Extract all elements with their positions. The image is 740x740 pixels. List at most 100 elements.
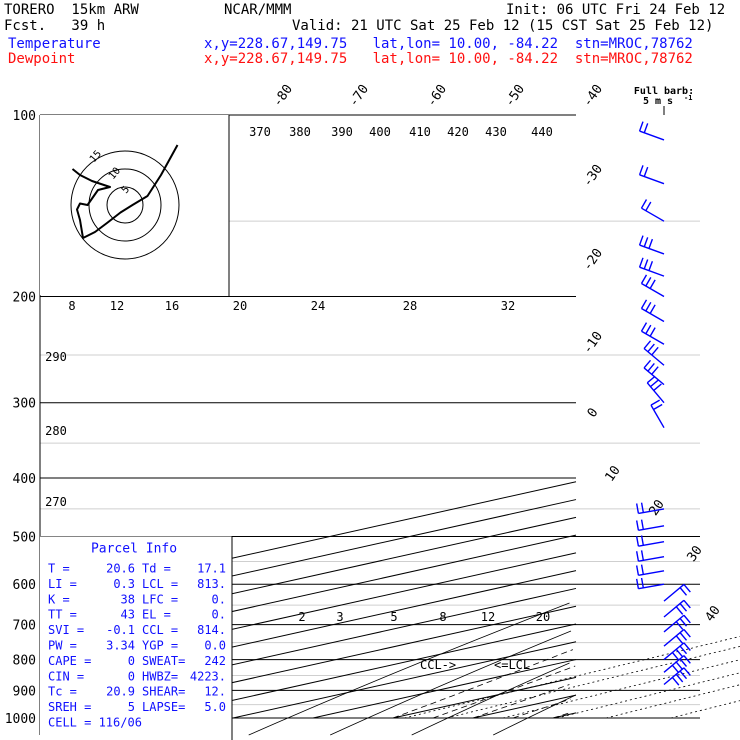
- hodograph-panel: [40, 115, 229, 295]
- theta-label: 270: [45, 495, 67, 509]
- isotherm-line: [232, 641, 577, 719]
- barb-key-exponent: -1: [684, 94, 692, 102]
- wind-barb: [640, 322, 665, 345]
- isotherm-tick-label: -40: [580, 82, 606, 110]
- isotherm-tick-label: 20: [646, 497, 667, 518]
- parcel-key-right: Td =: [142, 561, 171, 575]
- parcel-cell: CELL = 116/06: [48, 715, 142, 729]
- parcel-value-left: 20.6: [106, 561, 135, 575]
- parcel-key-left: K =: [48, 592, 70, 606]
- barb-key-units: 5 m s: [643, 96, 673, 107]
- pressure-tick-label: 300: [13, 397, 36, 412]
- parcel-value-right: 0.0: [204, 638, 226, 652]
- pressure-tick-label: 700: [13, 619, 36, 634]
- isotherm-tick-label: 40: [702, 603, 723, 624]
- moist-adiabat-line: [552, 712, 570, 719]
- model-title: TORERO 15km ARW: [4, 2, 139, 18]
- wind-barb: [663, 667, 691, 686]
- wind-barb: [663, 583, 691, 602]
- parcel-key-right: SHEAR=: [142, 685, 185, 699]
- parcel-key-left: CIN =: [48, 669, 84, 683]
- wind-barb: [635, 577, 665, 590]
- hodograph-speed-label: 24: [311, 299, 325, 313]
- hodograph-speed-label: 28: [403, 299, 417, 313]
- parcel-value-left: 3.34: [106, 638, 135, 652]
- isotherm-line: [392, 676, 577, 719]
- wind-barb: [638, 257, 665, 277]
- wind-barb: [646, 375, 665, 404]
- isotherm-tick-label: -60: [424, 82, 450, 110]
- hodograph-speed-label: 20: [233, 299, 247, 313]
- theta-label: 430: [485, 125, 507, 139]
- wind-barb: [663, 628, 691, 647]
- parcel-value-left: 5: [128, 700, 135, 714]
- parcel-value-right: 4223.: [190, 669, 226, 683]
- parcel-key-left: SREH =: [48, 700, 91, 714]
- parcel-value-right: 17.1: [197, 561, 226, 575]
- isotherm-tick-label: -30: [580, 162, 606, 190]
- isotherm-tick-label: -50: [502, 82, 528, 110]
- pressure-tick-label: 1000: [5, 712, 36, 727]
- parcel-value-right: 0.: [212, 592, 226, 606]
- isotherm-tick-label: -70: [346, 82, 372, 110]
- pressure-tick-label: 600: [13, 578, 36, 593]
- isotherm-tick-label: -20: [580, 246, 606, 274]
- mixing-ratio-label: 2: [298, 610, 305, 624]
- hodograph-ring: [88, 168, 162, 242]
- ccl-marker-label: CCL->: [420, 658, 456, 672]
- mixing-ratio-label: 5: [390, 610, 397, 624]
- hodograph-speed-label: 12: [110, 299, 124, 313]
- wind-barb: [635, 502, 665, 515]
- moist-adiabat-line: [512, 698, 571, 719]
- wind-barb: [635, 550, 665, 562]
- moist-adiabat-line: [392, 649, 574, 719]
- parcel-key-right: HWBZ=: [142, 669, 178, 683]
- mixing-ratio-line: [404, 636, 740, 719]
- moist-adiabat-line: [472, 684, 570, 719]
- parcel-value-right: 12.: [204, 685, 226, 699]
- theta-label: 290: [45, 350, 67, 364]
- temperature-legend: Temperature: [8, 36, 101, 52]
- parcel-key-left: TT =: [48, 608, 77, 622]
- isotherm-tick-label: 0: [585, 405, 602, 420]
- wind-barb: [638, 165, 665, 185]
- temperature-location: x,y=228.67,149.75 lat,lon= 10.00, -84.22…: [204, 36, 693, 52]
- mixing-ratio-line: [446, 645, 740, 719]
- mixing-ratio-line: [557, 672, 740, 719]
- parcel-key-right: CCL =: [142, 623, 178, 637]
- mixing-ratio-label: 20: [536, 610, 550, 624]
- parcel-key-right: LCL =: [142, 577, 178, 591]
- parcel-key-right: LAPSE=: [142, 700, 185, 714]
- parcel-value-left: -0.1: [106, 623, 135, 637]
- moist-adiabat-line: [432, 665, 576, 719]
- parcel-value-left: 38: [121, 592, 135, 606]
- parcel-value-left: 0.3: [113, 577, 135, 591]
- parcel-key-left: CAPE =: [48, 654, 91, 668]
- wind-barb: [663, 599, 691, 618]
- isotherm-tick-label: 10: [602, 463, 623, 484]
- parcel-value-left: 0: [128, 654, 135, 668]
- wind-barb: [640, 274, 665, 298]
- parcel-key-left: PW =: [48, 638, 77, 652]
- parcel-info-panel: [40, 536, 232, 740]
- valid-time: Valid: 21 UTC Sat 25 Feb 12 (15 CST Sat …: [292, 18, 714, 34]
- parcel-key-right: EL =: [142, 608, 171, 622]
- hodograph-trace: [71, 144, 179, 239]
- wind-barb: [663, 614, 691, 633]
- theta-label: 410: [409, 125, 431, 139]
- theta-label: 390: [331, 125, 353, 139]
- pressure-tick-label: 800: [13, 654, 36, 669]
- mixing-ratio-label: 3: [336, 610, 343, 624]
- pressure-tick-label: 100: [13, 109, 36, 124]
- theta-label: 420: [447, 125, 469, 139]
- wind-barb: [640, 299, 665, 323]
- parcel-value-left: 20.9: [106, 685, 135, 699]
- isotherm-line: [472, 694, 577, 719]
- hodograph-ring: [70, 150, 180, 260]
- parcel-value-right: 814.: [197, 623, 226, 637]
- parcel-key-left: T =: [48, 561, 70, 575]
- parcel-value-right: 813.: [197, 577, 226, 591]
- parcel-info-title: Parcel Info: [91, 541, 177, 556]
- parcel-value-left: 43: [121, 608, 135, 622]
